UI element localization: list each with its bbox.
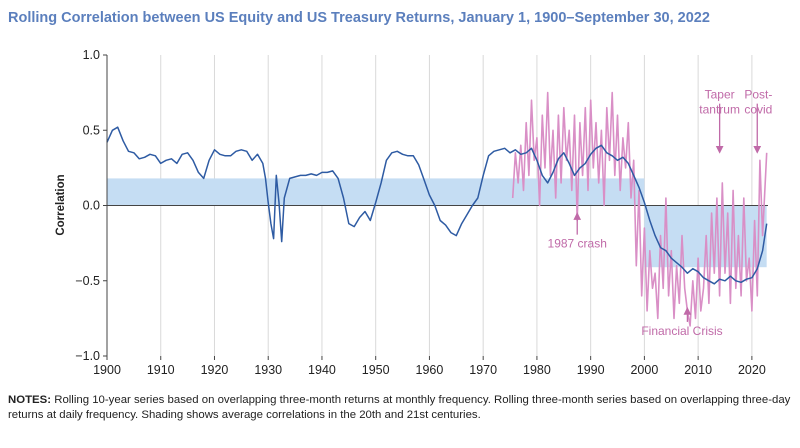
x-tick-label: 2020	[738, 363, 766, 377]
x-tick-label: 1990	[577, 363, 605, 377]
annotation-label: Financial Crisis	[641, 324, 722, 338]
x-tick-label: 1970	[469, 363, 497, 377]
x-tick-label: 1950	[362, 363, 390, 377]
x-tick-label: 1960	[416, 363, 444, 377]
y-tick-label: −1.0	[75, 349, 100, 363]
y-tick-label: 1.0	[83, 48, 100, 62]
annotation-label: 1987 crash	[548, 237, 607, 251]
x-tick-label: 1980	[523, 363, 551, 377]
annotation-label: Taper	[705, 88, 735, 102]
y-axis-label: Correlation	[55, 174, 67, 235]
ten-year-series-line	[106, 126, 768, 285]
x-tick-label: 1910	[147, 363, 175, 377]
x-tick-label: 1900	[93, 363, 121, 377]
three-month-series-line	[511, 91, 768, 327]
series-lines	[106, 91, 768, 327]
x-tick-label: 1940	[308, 363, 336, 377]
axes: 1900 1910 1920 1930 1940 1950 1960 1970 1980 1990…	[75, 48, 766, 377]
notes-text: Rolling 10-year series based on overlapp…	[8, 394, 791, 421]
correlation-chart: 1900 1910 1920 1930 1940 1950 1960 1970 1980 1990…	[55, 48, 773, 377]
x-tick-label: 2000	[630, 363, 658, 377]
annotation-label: covid	[744, 103, 772, 117]
annotation-label: tantrum	[699, 103, 740, 117]
x-tick-label: 1930	[254, 363, 282, 377]
annotation-label: Post-	[744, 88, 772, 102]
x-tick-label: 2010	[684, 363, 712, 377]
y-tick-label: −0.5	[75, 274, 100, 288]
y-tick-label: 0.0	[83, 199, 100, 213]
chart-title: Rolling Correlation between US Equity an…	[8, 10, 710, 26]
notes-label: NOTES:	[8, 394, 52, 406]
x-tick-label: 1920	[201, 363, 229, 377]
y-tick-label: 0.5	[83, 123, 100, 137]
chart-notes: NOTES: Rolling 10-year series based on o…	[8, 393, 792, 423]
